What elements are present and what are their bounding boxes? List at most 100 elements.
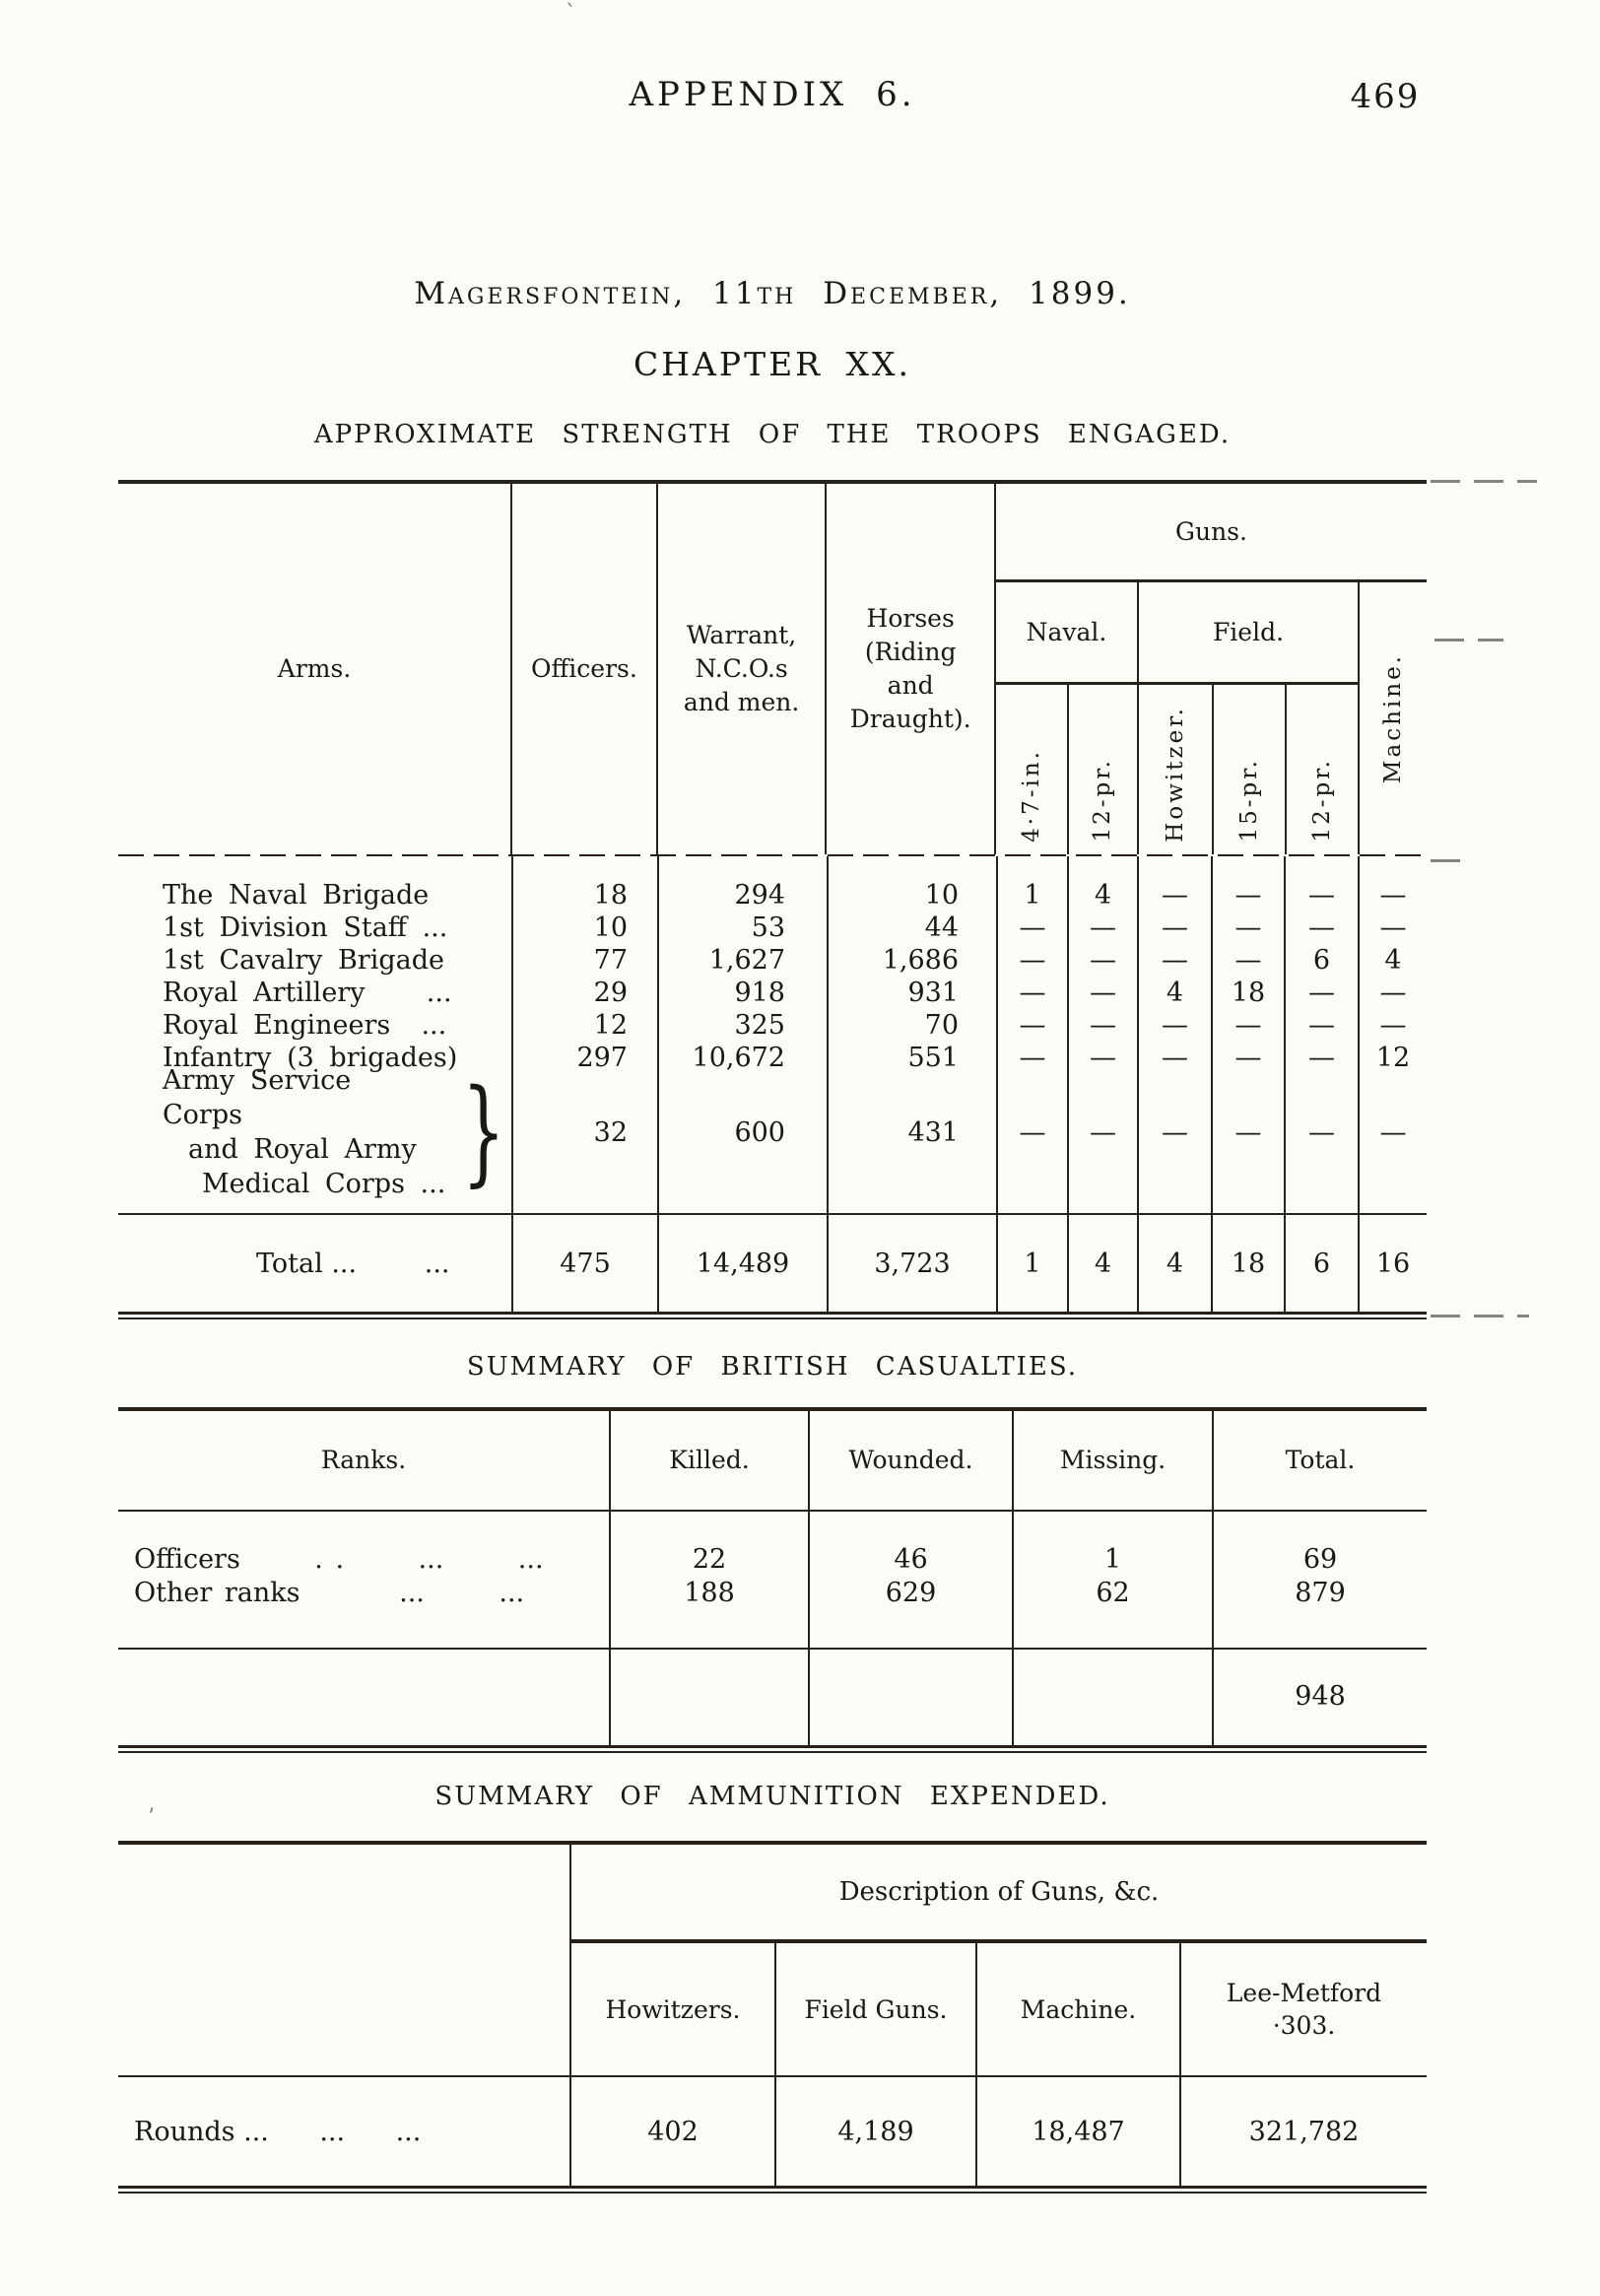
warrant-cell: 918 <box>657 978 827 1010</box>
cell-value: — <box>1019 978 1046 1008</box>
column-header-label: Horses (Riding and Draught). <box>849 604 971 733</box>
column-header-missing: Missing. <box>1012 1411 1212 1510</box>
cell-value: 475 <box>560 1248 611 1279</box>
gun-cell: — <box>1137 1010 1211 1043</box>
cell-value: 53 <box>751 912 785 943</box>
cell-value: 551 <box>907 1043 959 1073</box>
cell-value: 12 <box>1375 1043 1411 1073</box>
gun-cell: — <box>1067 1043 1137 1075</box>
gun-cell: — <box>1284 912 1358 945</box>
spacer-cell <box>827 1189 996 1213</box>
scan-artifact <box>1431 1315 1529 1317</box>
spacer-cell <box>1284 1189 1358 1213</box>
gun-cell: — <box>1211 1010 1284 1043</box>
table-row: Royal Artillery ... 29 918 931 — — 4 18 … <box>118 978 1427 1010</box>
cell-value: — <box>1379 1116 1407 1148</box>
gun-cell: — <box>996 1043 1067 1075</box>
table-top-rule <box>118 1407 1427 1411</box>
ammunition-group-header-row: Description of Guns, &c. <box>118 1845 1427 1943</box>
spacer-cell <box>996 1189 1067 1213</box>
gun-cell: — <box>1284 978 1358 1010</box>
gun-cell: — <box>1284 856 1358 912</box>
officers-cell: 32 <box>511 1075 657 1189</box>
row-label: Infantry (3 brigades) <box>163 1043 458 1073</box>
gun-total-cell: 4 <box>1067 1215 1137 1312</box>
cell-value: — <box>1019 912 1046 943</box>
rotated-column-label: 15-pr. <box>1235 758 1262 843</box>
empty-cell <box>609 1650 808 1745</box>
gun-cell: — <box>1137 856 1211 912</box>
header-divider-rule <box>118 1510 1427 1512</box>
cell-value: 22 <box>692 1544 727 1575</box>
gun-cell: 4 <box>1137 978 1211 1010</box>
empty-cell <box>1012 1650 1212 1745</box>
cell-value: 4 <box>1094 880 1112 911</box>
table-row: The Naval Brigade 18 294 10 1 4 — — — — <box>118 856 1427 912</box>
table-row: 1st Division Staff ... 10 53 44 — — — — … <box>118 912 1427 945</box>
gun-cell: — <box>1137 1075 1211 1189</box>
cell-value: — <box>1234 1043 1262 1073</box>
wounded-cell: 46 <box>808 1512 1012 1577</box>
cell-value: 325 <box>734 1010 785 1041</box>
cell-value: 6 <box>1312 1248 1331 1279</box>
ammunition-subheader-row: Howitzers. Field Guns. Machine. Lee-Metf… <box>118 1943 1427 2075</box>
gun-cell: — <box>1211 1043 1284 1075</box>
killed-cell: 22 <box>609 1512 808 1577</box>
cell-value: 294 <box>734 880 785 911</box>
cell-value: 18 <box>1231 1248 1266 1279</box>
spacer-cell <box>1012 1610 1212 1648</box>
column-header-47in: 4·7-in. <box>996 685 1067 854</box>
column-header-machine: Machine. <box>1357 582 1427 854</box>
chapter-heading: CHAPTER XX. <box>633 345 911 383</box>
casualties-table-header: Ranks. Killed. Wounded. Missing. Total. <box>118 1411 1427 1510</box>
empty-cell <box>118 1650 609 1745</box>
empty-cell <box>808 1650 1012 1745</box>
row-label: Royal Engineers ... <box>163 1010 447 1041</box>
casualties-table: Ranks. Killed. Wounded. Missing. Total. … <box>118 1407 1427 1753</box>
column-header-15pr: 15-pr. <box>1212 685 1284 854</box>
warrant-cell: 325 <box>657 1010 827 1043</box>
gun-cell: — <box>1137 945 1211 978</box>
column-header-label: Field Guns. <box>804 1994 948 2024</box>
guns-group-title: Guns. <box>995 484 1427 582</box>
column-header-12pr-field: 12-pr. <box>1284 685 1358 854</box>
cell-value: 629 <box>885 1578 937 1608</box>
cell-value: 18,487 <box>1032 2116 1125 2147</box>
gun-cell: — <box>1211 856 1284 912</box>
column-header-howitzer: Howitzer. <box>1139 685 1212 854</box>
naval-guns-group: Naval. 4·7-in. 12-pr. <box>995 582 1137 854</box>
section-heading: APPROXIMATE STRENGTH OF THE TROOPS ENGAG… <box>313 420 1232 449</box>
row-label: Royal Artillery ... <box>163 978 452 1008</box>
casualties-grand-total-row: 948 <box>118 1650 1427 1745</box>
gun-cell: — <box>1284 1010 1358 1043</box>
cell-value: 931 <box>907 978 959 1008</box>
cell-value: 12 <box>593 1010 628 1041</box>
column-header-label: Ranks. <box>320 1446 407 1474</box>
gun-cell: — <box>1358 856 1427 912</box>
column-header-wounded: Wounded. <box>808 1411 1012 1510</box>
column-header-field-guns: Field Guns. <box>774 1943 975 2075</box>
cell-value: — <box>1234 880 1262 911</box>
arms-cell: Royal Engineers ... <box>118 1010 511 1043</box>
gun-cell: — <box>1137 1043 1211 1075</box>
header-divider-rule <box>118 854 1427 856</box>
brace-glyph: } <box>462 1065 506 1198</box>
cell-value: — <box>1019 945 1046 976</box>
gun-cell: — <box>1358 1010 1427 1043</box>
casualties-title: SUMMARY OF BRITISH CASUALTIES. <box>466 1352 1079 1382</box>
running-head: APPENDIX 6. <box>629 75 916 114</box>
row-label-line: Army Service Corps <box>163 1065 352 1130</box>
table-row: 1st Cavalry Brigade 77 1,627 1,686 — — —… <box>118 945 1427 978</box>
spacer-row <box>118 1189 1427 1213</box>
warrant-cell: 53 <box>657 912 827 945</box>
gun-cell: — <box>996 978 1067 1010</box>
cell-value: — <box>1019 1010 1046 1041</box>
gun-cell: — <box>1067 1075 1137 1189</box>
cell-value: — <box>1090 945 1116 976</box>
cell-value: 77 <box>593 945 628 976</box>
officers-total-cell: 475 <box>511 1215 657 1312</box>
gun-cell: — <box>996 945 1067 978</box>
empty-cell <box>118 1845 569 1943</box>
machine-rounds-cell: 18,487 <box>975 2077 1179 2186</box>
gun-cell: 1 <box>996 856 1067 912</box>
